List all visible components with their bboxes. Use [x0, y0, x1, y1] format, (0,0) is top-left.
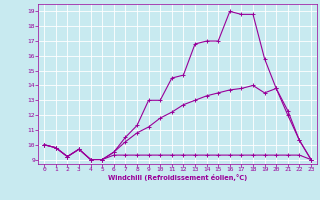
X-axis label: Windchill (Refroidissement éolien,°C): Windchill (Refroidissement éolien,°C) — [108, 174, 247, 181]
